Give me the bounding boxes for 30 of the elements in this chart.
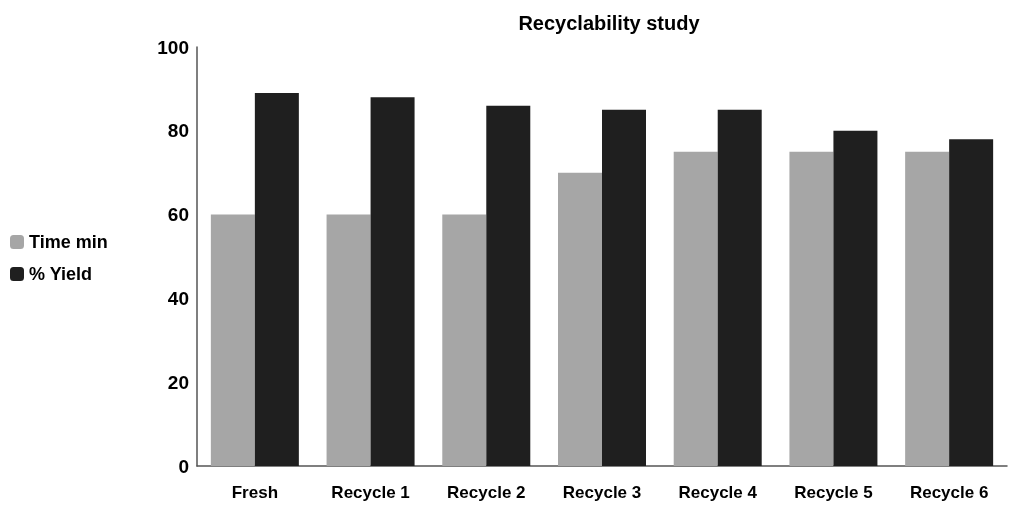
y-tick-label: 40 [167, 287, 189, 309]
x-tick-label: Fresh [231, 483, 279, 502]
bar [602, 109, 646, 466]
bar [210, 214, 255, 466]
bar [789, 151, 834, 466]
y-tick-label: 20 [167, 371, 189, 393]
y-tick-label: 80 [167, 120, 189, 142]
legend-label: Time min [29, 232, 108, 252]
bar [717, 109, 762, 466]
bar [370, 97, 415, 466]
chart-title: Recyclability study [518, 12, 701, 34]
x-tick-label: Recycle 3 [562, 483, 642, 502]
x-tick-label: Recycle 6 [909, 483, 989, 502]
bar [949, 139, 994, 466]
bar [486, 105, 531, 466]
x-tick-label: Recycle 4 [678, 483, 758, 502]
y-tick-label: 60 [167, 204, 189, 226]
x-tick-label: Recycle 1 [331, 483, 410, 502]
y-tick-label: 100 [157, 36, 189, 58]
bar [673, 151, 718, 466]
x-tick-label: Recycle 5 [794, 483, 873, 502]
bar [254, 93, 299, 466]
bar [326, 214, 371, 466]
legend-label: % Yield [29, 264, 93, 284]
bar [558, 172, 602, 466]
bar [442, 214, 487, 466]
x-tick-label: Recycle 2 [447, 483, 526, 502]
bar [905, 151, 950, 466]
bar [833, 130, 878, 466]
y-tick-label: 0 [178, 455, 189, 477]
